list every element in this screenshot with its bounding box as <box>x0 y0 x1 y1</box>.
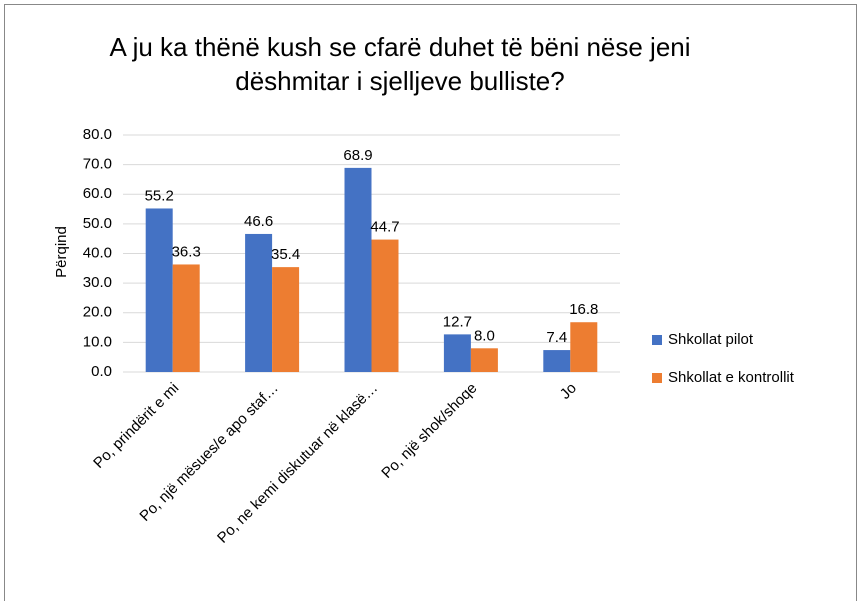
bar <box>470 348 498 372</box>
data-label: 12.7 <box>443 313 472 330</box>
chart-frame <box>4 4 857 601</box>
data-label: 46.6 <box>244 213 273 230</box>
bar <box>570 322 598 372</box>
x-tick-label: Jo <box>557 380 580 403</box>
y-tick-label: 30.0 <box>83 274 112 291</box>
data-label: 36.3 <box>172 243 201 260</box>
y-axis-label: Përqind <box>53 226 70 278</box>
bar <box>443 334 471 372</box>
data-label: 16.8 <box>569 301 598 318</box>
bar <box>543 350 571 372</box>
x-tick-label: Po, prindërit e mi <box>90 380 182 472</box>
legend-label: Shkollat e kontrollit <box>668 369 795 386</box>
y-tick-label: 50.0 <box>83 215 112 232</box>
data-label: 44.7 <box>370 219 399 236</box>
y-tick-label: 60.0 <box>83 185 112 202</box>
x-tick-label: Po, një shok/shoqe <box>378 380 480 482</box>
bar <box>245 233 273 372</box>
y-tick-label: 10.0 <box>83 333 112 350</box>
data-label: 35.4 <box>271 246 300 263</box>
y-tick-label: 0.0 <box>91 363 112 380</box>
bar <box>145 208 173 372</box>
data-label: 8.0 <box>474 327 495 344</box>
bar <box>272 267 300 372</box>
y-tick-label: 40.0 <box>83 244 112 261</box>
legend-swatch <box>652 335 662 345</box>
bar <box>172 264 200 372</box>
bar <box>371 239 399 372</box>
legend-label: Shkollat pilot <box>668 331 754 348</box>
data-label: 68.9 <box>343 147 372 164</box>
y-tick-label: 20.0 <box>83 304 112 321</box>
x-tick-label: Po, ne kemi diskutuar në klasë… <box>214 380 381 547</box>
chart-title: A ju ka thënë kush se cfarë duhet të bën… <box>109 32 691 96</box>
legend-swatch <box>652 373 662 383</box>
data-label: 7.4 <box>546 329 567 346</box>
bar <box>344 167 372 372</box>
y-tick-label: 70.0 <box>83 156 112 173</box>
data-label: 55.2 <box>145 187 174 204</box>
y-tick-label: 80.0 <box>83 126 112 143</box>
